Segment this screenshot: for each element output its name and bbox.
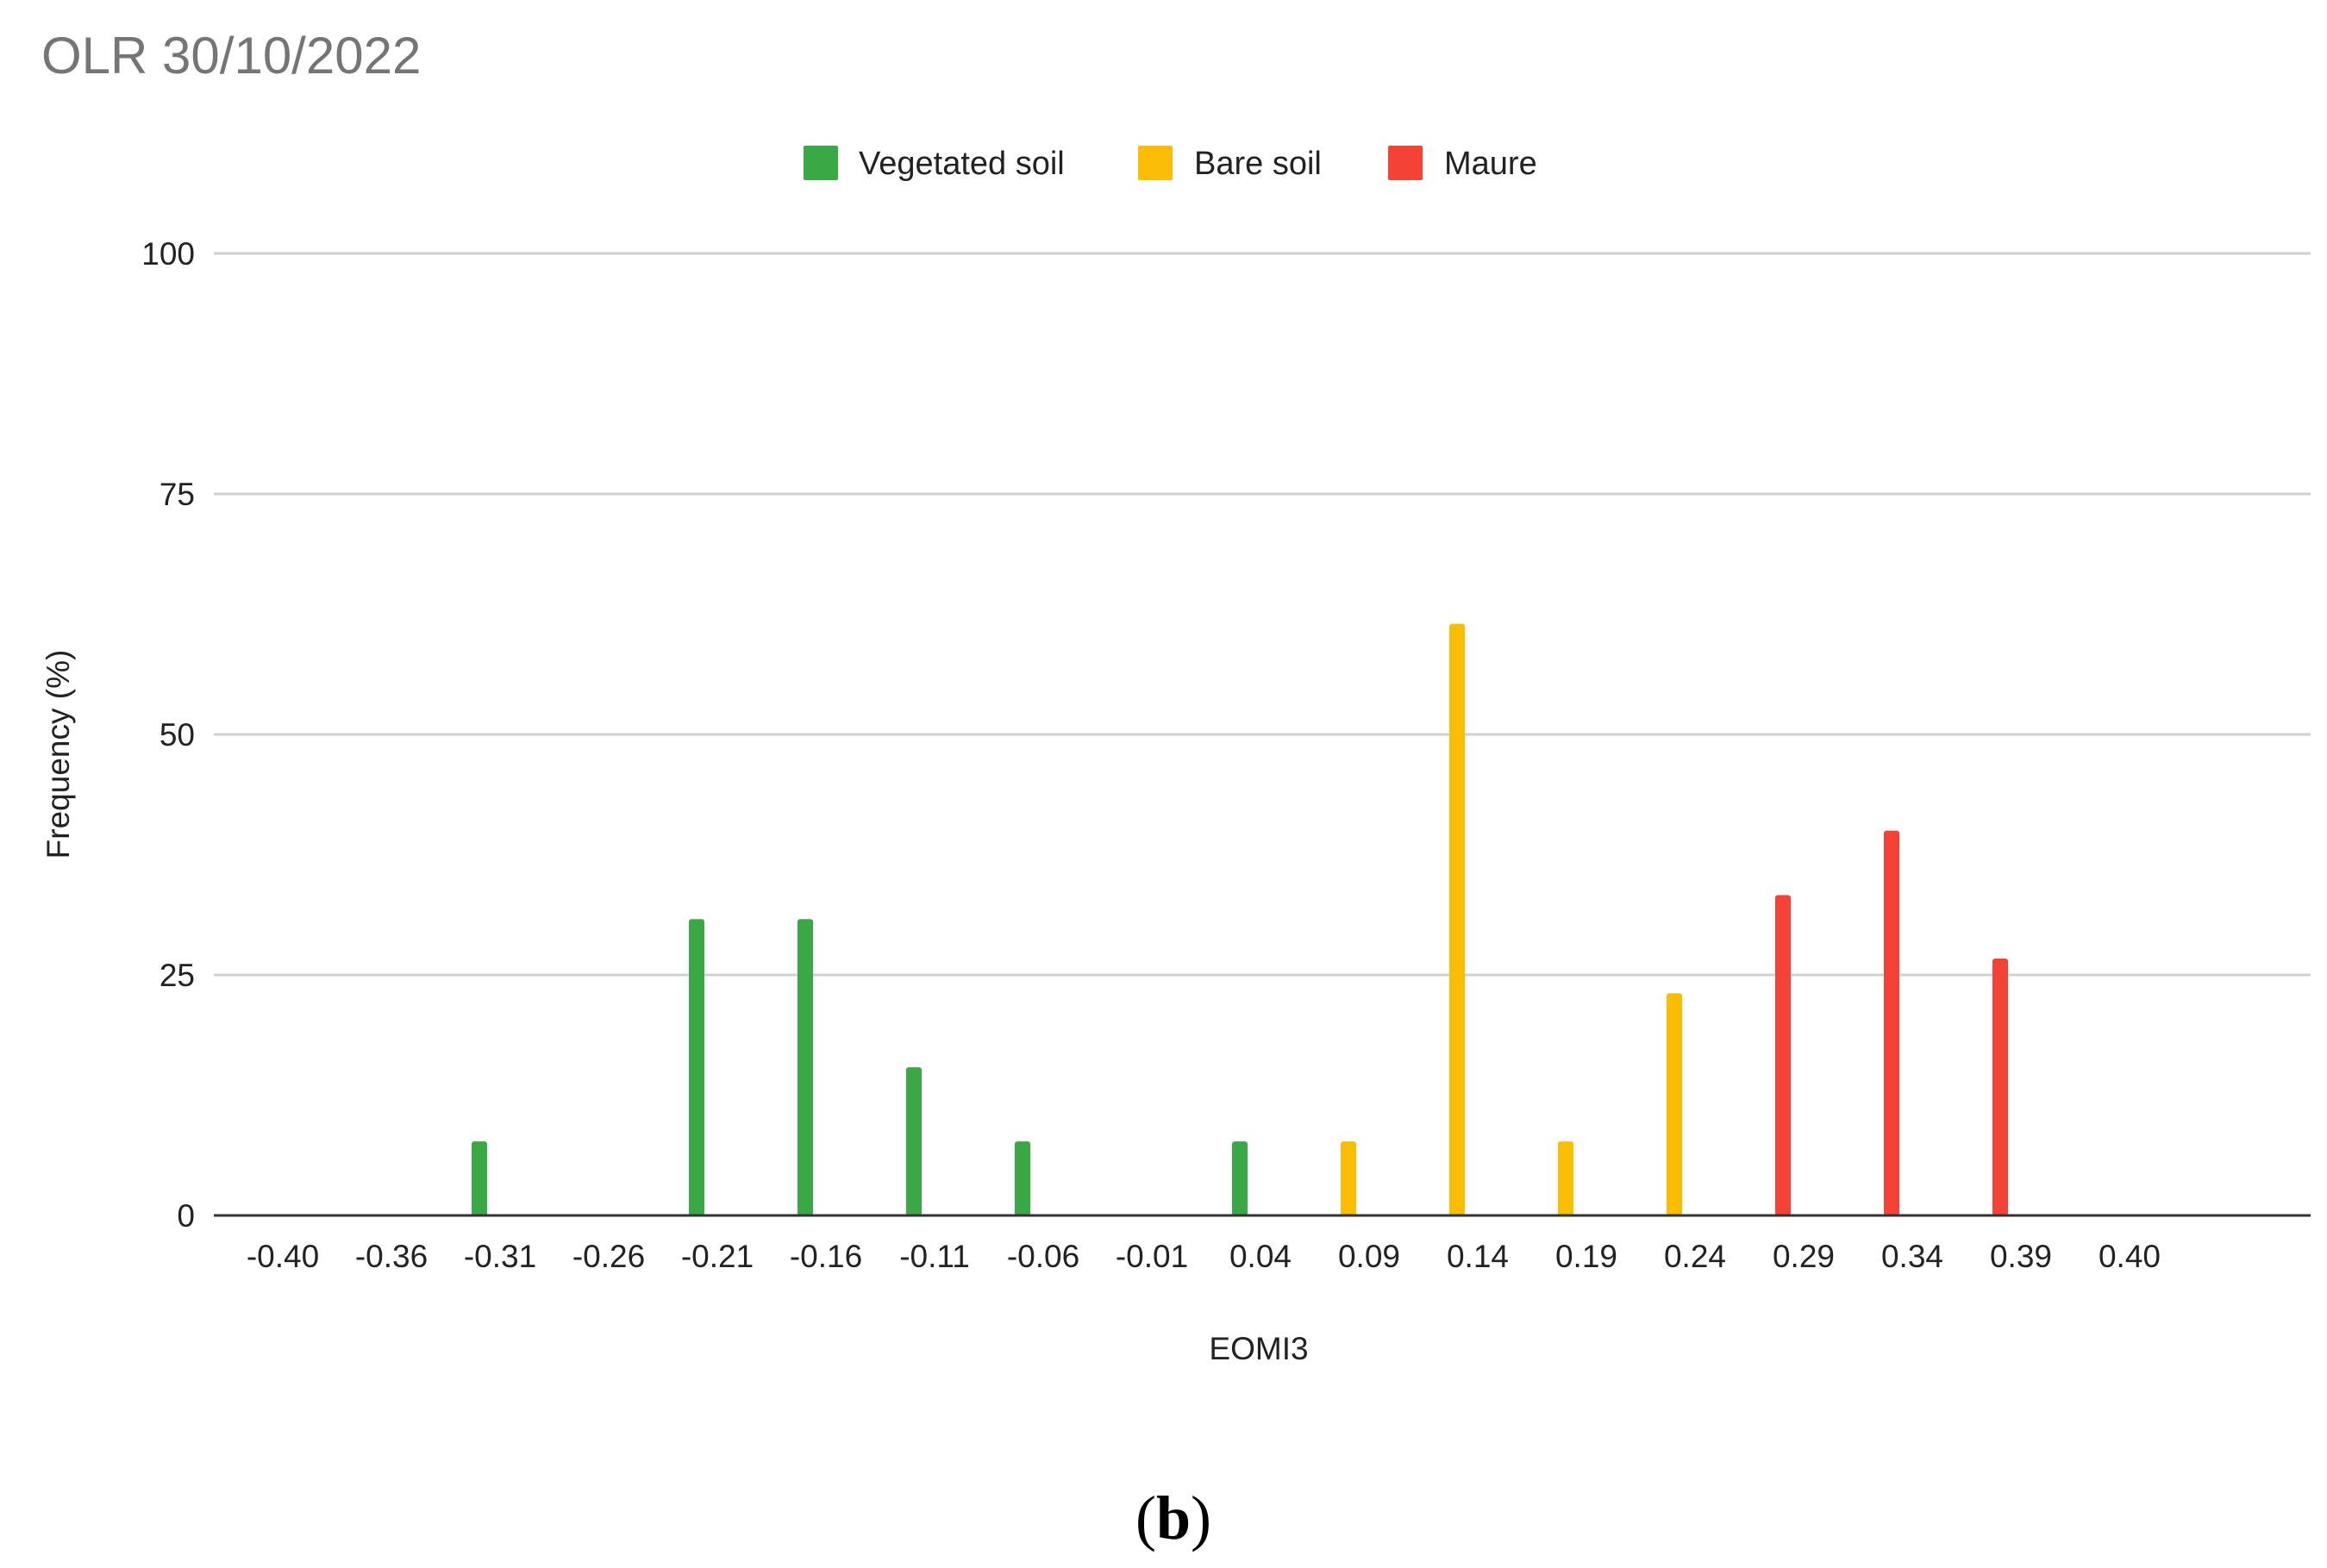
legend-label-vegetated-soil: Vegetated soil (859, 146, 1065, 182)
panel-label-letter: b (1156, 1484, 1191, 1552)
y-tick-label: 25 (160, 958, 195, 993)
x-axis-ticks: -0.40 -0.36 -0.31 -0.26 -0.21 -0.16 -0.11 -0.06… (247, 1239, 2161, 1274)
bar-bare-soil-0.14 (1558, 1141, 1573, 1215)
bar-vegetated-soil--0.16 (906, 1067, 922, 1215)
x-tick-label: -0.11 (899, 1239, 970, 1274)
x-tick-label: 0.04 (1229, 1239, 1292, 1274)
x-tick-label: -0.36 (355, 1239, 428, 1274)
x-tick-label: -0.40 (247, 1239, 319, 1274)
legend-label-bare-soil: Bare soil (1194, 146, 1322, 182)
bar-bare-soil-0.19 (1667, 993, 1682, 1215)
y-tick-label: 50 (160, 717, 195, 753)
bar-vegetated-soil--0.01 (1232, 1141, 1248, 1215)
bar-bare-soil-0.09 (1449, 623, 1465, 1215)
x-tick-label: 0.34 (1881, 1239, 1943, 1274)
x-tick-label: -0.01 (1116, 1239, 1188, 1274)
x-tick-label: -0.06 (1007, 1239, 1079, 1274)
x-tick-label: 0.40 (2099, 1239, 2161, 1274)
bar-vegetated-soil--0.26 (689, 919, 704, 1215)
x-tick-label: -0.26 (572, 1239, 645, 1274)
x-tick-label: 0.29 (1773, 1239, 1835, 1274)
chart-title: OLR 30/10/2022 (41, 27, 421, 84)
bar-vegetated-soil--0.11 (1015, 1141, 1030, 1215)
y-axis-label: Frequency (%) (41, 650, 76, 859)
legend-swatch-maure (1388, 146, 1423, 180)
legend: Vegetated soil Bare soil Maure (804, 146, 1537, 182)
x-tick-label: -0.16 (790, 1239, 862, 1274)
bar-vegetated-soil--0.21 (798, 919, 813, 1215)
y-tick-label: 0 (177, 1198, 195, 1234)
bar-maure-0.24 (1775, 895, 1791, 1215)
y-tick-label: 75 (160, 477, 195, 512)
x-tick-label: -0.21 (681, 1239, 754, 1274)
x-tick-label: 0.19 (1555, 1239, 1617, 1274)
bar-maure-0.29 (1884, 830, 1899, 1215)
x-tick-label: 0.24 (1664, 1239, 1726, 1274)
x-tick-label: 0.09 (1338, 1239, 1400, 1274)
x-axis-label: EOMI3 (1209, 1331, 1308, 1366)
x-tick-label: 0.14 (1447, 1239, 1509, 1274)
panel-label: (b) (1135, 1484, 1211, 1552)
gridlines (214, 252, 2311, 977)
y-axis-ticks: 0 25 50 75 100 (141, 236, 195, 1234)
bar-maure-0.34 (1992, 959, 2008, 1215)
legend-label-maure: Maure (1444, 146, 1537, 182)
bars (472, 623, 2008, 1215)
y-tick-label: 100 (141, 236, 195, 272)
bar-bare-soil-0.04 (1341, 1141, 1356, 1215)
bar-vegetated-soil--0.36 (472, 1141, 487, 1215)
x-tick-label: -0.31 (464, 1239, 536, 1274)
legend-swatch-vegetated-soil (804, 146, 838, 180)
legend-swatch-bare-soil (1138, 146, 1173, 180)
x-tick-label: 0.39 (1990, 1239, 2052, 1274)
